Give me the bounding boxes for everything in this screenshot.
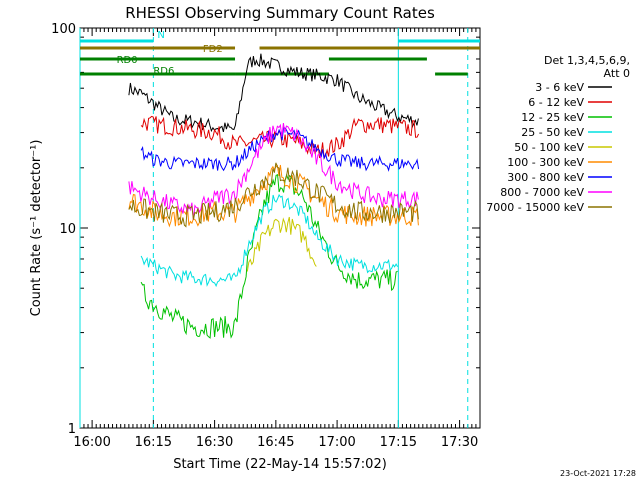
legend-header: Att 0 [604, 67, 630, 80]
legend-label: 7000 - 15000 keV [486, 201, 584, 214]
x-tick-label: 16:45 [257, 435, 294, 450]
flag-label-n: N [157, 30, 164, 41]
flag-label-rd6: RD6 [153, 66, 174, 77]
y-tick-label: 1 [68, 422, 76, 437]
legend-label: 25 - 50 keV [521, 126, 584, 139]
legend-label: 6 - 12 keV [528, 96, 584, 109]
series-line-3 [140, 193, 399, 288]
series-line-1 [140, 115, 420, 161]
legend-label: 800 - 7000 keV [500, 186, 584, 199]
x-tick-label: 16:15 [135, 435, 172, 450]
y-axis-label: Count Rate (s⁻¹ detector⁻¹) [29, 140, 44, 317]
series-line-4 [246, 216, 317, 272]
series-line-2 [140, 173, 398, 339]
chart-title: RHESSI Observing Summary Count Rates [125, 4, 435, 22]
flag-label-fd2: FD2 [203, 44, 223, 55]
legend-label: 100 - 300 keV [507, 156, 584, 169]
series-line-6 [140, 126, 420, 172]
x-tick-label: 17:30 [441, 435, 478, 450]
flag-label-rd0: RD0 [117, 55, 138, 66]
legend-label: 3 - 6 keV [535, 81, 584, 94]
legend-label: 50 - 100 keV [514, 141, 584, 154]
series-line-0 [128, 53, 419, 133]
legend-header: Det 1,3,4,5,6,9, [544, 54, 630, 67]
legend-label: 12 - 25 keV [521, 111, 584, 124]
date-stamp: 23-Oct-2021 17:28 [560, 469, 636, 478]
x-tick-label: 16:00 [73, 435, 110, 450]
series-line-8 [128, 162, 419, 228]
x-axis-label: Start Time (22-May-14 15:57:02) [173, 457, 387, 472]
series-line-7 [128, 123, 419, 220]
y-tick-label: 10 [59, 222, 76, 237]
legend-label: 300 - 800 keV [507, 171, 584, 184]
y-tick-label: 100 [51, 22, 76, 37]
x-tick-label: 16:30 [196, 435, 233, 450]
x-tick-label: 17:00 [318, 435, 355, 450]
plot-area: 1 10 100 16:00 16:15 16:30 16:45 17:00 17:15 17:3… [51, 22, 481, 450]
x-tick-label: 17:15 [380, 435, 417, 450]
legend: Det 1,3,4,5,6,9,Att 0 3 - 6 keV 6 - 12 keV… [486, 54, 630, 214]
